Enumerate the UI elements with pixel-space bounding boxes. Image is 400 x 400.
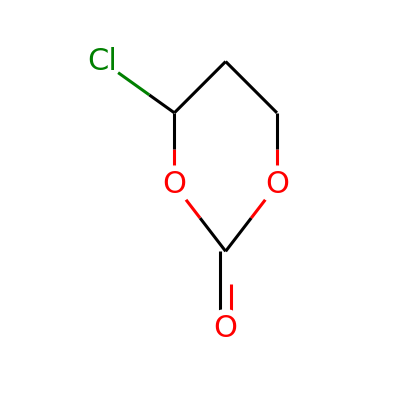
Text: Cl: Cl [88,47,118,76]
Circle shape [84,43,121,80]
Text: O: O [162,170,186,199]
Circle shape [207,310,244,347]
Text: O: O [214,314,238,343]
Circle shape [156,166,193,203]
Circle shape [258,166,295,203]
Text: O: O [265,170,289,199]
